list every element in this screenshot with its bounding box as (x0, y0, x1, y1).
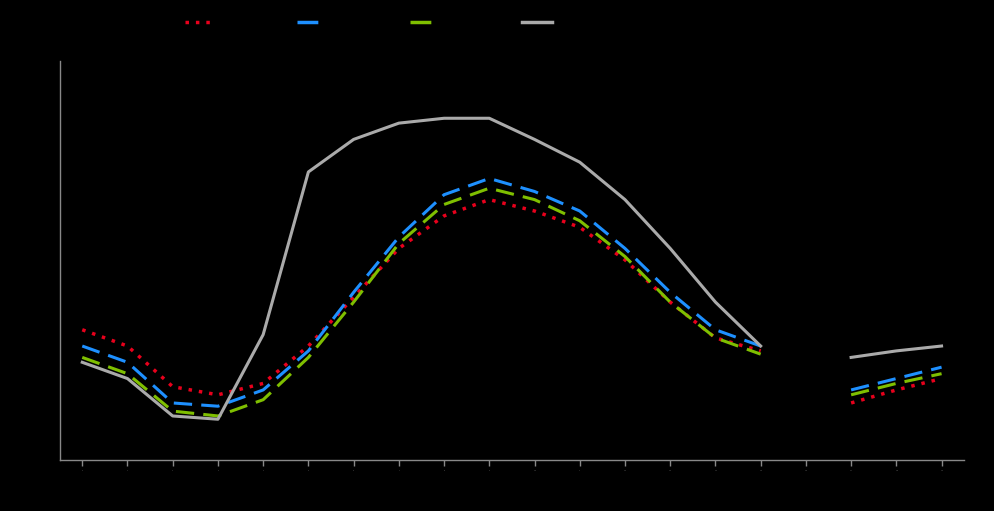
Legend:      ,      ,      ,      : , , , (185, 16, 585, 31)
